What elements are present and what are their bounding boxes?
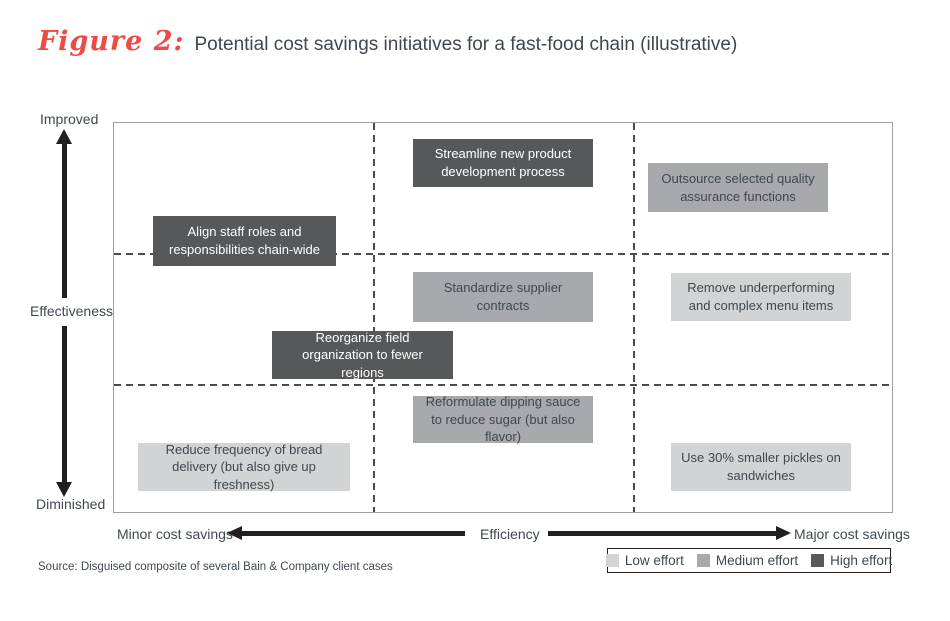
x-axis-right-label: Major cost savings — [794, 526, 910, 542]
x-axis-arrow-left-line — [242, 531, 465, 536]
x-axis-arrow-right-line — [548, 531, 776, 536]
x-axis-name-label: Efficiency — [480, 526, 540, 542]
arrow-left-icon — [227, 526, 242, 540]
initiative-box-outsource-quality: Outsource selected quality assurance fun… — [648, 163, 828, 212]
y-axis-name-label: Effectiveness — [30, 303, 114, 319]
legend-item-medium-effort: Medium effort — [696, 553, 799, 568]
initiative-box-streamline-product-dev: Streamline new product development proce… — [413, 139, 593, 187]
initiative-box-standardize-contracts: Standardize supplier contracts — [413, 272, 593, 322]
y-axis-bottom-label: Diminished — [36, 496, 106, 512]
initiative-box-reorganize-field-org: Reorganize field organization to fewer r… — [272, 330, 453, 380]
y-axis-top-label: Improved — [40, 111, 99, 127]
figure-number-label: Figure 2: — [38, 26, 185, 57]
y-axis-arrow-upper-line — [62, 142, 67, 298]
initiative-box-remove-menu-items: Remove underperforming and complex menu … — [671, 273, 851, 321]
grid-horizontal-line-1 — [114, 253, 892, 255]
initiative-box-smaller-pickles: Use 30% smaller pickles on sandwiches — [671, 443, 851, 491]
source-note: Source: Disguised composite of several B… — [38, 561, 393, 573]
initiative-box-reduce-bread-delivery: Reduce frequency of bread delivery (but … — [138, 442, 350, 492]
initiative-box-align-staff-roles: Align staff roles and responsibilities c… — [153, 216, 336, 266]
initiative-box-reformulate-sauce: Reformulate dipping sauce to reduce suga… — [413, 394, 593, 444]
low-effort-swatch-icon — [605, 554, 619, 567]
x-axis-left-label: Minor cost savings — [117, 526, 233, 542]
figure-title: Potential cost savings initiatives for a… — [194, 34, 738, 55]
grid-horizontal-line-2 — [114, 384, 892, 386]
grid-vertical-line-1 — [373, 123, 375, 512]
figure-header: Figure 2: Potential cost savings initiat… — [38, 26, 737, 57]
legend: Low effort Medium effort High effort — [605, 548, 892, 573]
arrow-up-icon — [56, 129, 72, 144]
y-axis-arrow-lower-line — [62, 326, 67, 483]
legend-label-low: Low effort — [624, 553, 684, 568]
high-effort-swatch-icon — [811, 554, 825, 567]
legend-label-high: High effort — [830, 553, 893, 568]
legend-item-high-effort: High effort — [811, 553, 892, 568]
matrix-plot-area: Align staff roles and responsibilities c… — [113, 122, 893, 513]
arrow-down-icon — [56, 482, 72, 497]
arrow-right-icon — [776, 526, 791, 540]
legend-label-medium: Medium effort — [715, 553, 799, 568]
medium-effort-swatch-icon — [696, 554, 710, 567]
grid-vertical-line-2 — [633, 123, 635, 512]
legend-item-low-effort: Low effort — [605, 553, 684, 568]
